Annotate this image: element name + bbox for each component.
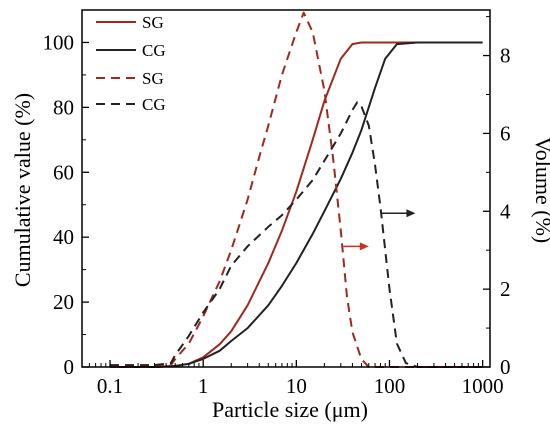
- y-left-tick-label: 100: [43, 30, 75, 54]
- y-left-tick-label: 20: [53, 290, 74, 314]
- legend: SG CG SG CG: [96, 13, 166, 114]
- x-tick-label: 1000: [462, 374, 504, 398]
- annotation-layer: [343, 209, 416, 251]
- y-left-tick-label: 80: [53, 95, 74, 119]
- series-line-cg-solid: [110, 41, 483, 368]
- series-line-cg-dashed: [110, 101, 483, 368]
- arrow-sg-to-left-axis: [343, 242, 369, 251]
- y-left-tick-label: 60: [53, 160, 74, 184]
- x-tick-label: 100: [374, 374, 406, 398]
- legend-label-cg-dashed: CG: [142, 95, 166, 114]
- y-axis-left-title: Cumulative value (%): [10, 93, 35, 287]
- series-line-sg-solid: [110, 41, 483, 368]
- y-left-tick-label: 0: [64, 355, 75, 379]
- legend-label-sg-dashed: SG: [142, 69, 164, 88]
- x-tick-label: 0.1: [97, 374, 123, 398]
- y-right-tick-label: 6: [500, 121, 511, 145]
- y-right-tick-label: 0: [500, 355, 511, 379]
- plot-frame: [81, 9, 491, 368]
- y-left-tick-label: 40: [53, 225, 74, 249]
- series-layer: [110, 11, 483, 368]
- arrow-cg-to-right-axis: [380, 209, 416, 218]
- y-right-tick-label: 8: [500, 44, 511, 68]
- legend-label-cg-solid: CG: [142, 41, 166, 60]
- x-tick-label: 10: [286, 374, 307, 398]
- x-tick-label: 1: [198, 374, 209, 398]
- legend-label-sg-solid: SG: [142, 13, 164, 32]
- y-axis-right-title: Volume (%): [531, 137, 550, 244]
- y-right-tick-label: 2: [500, 277, 511, 301]
- y-right-tick-label: 4: [500, 199, 511, 223]
- x-axis-title: Particle size (μm): [212, 397, 368, 422]
